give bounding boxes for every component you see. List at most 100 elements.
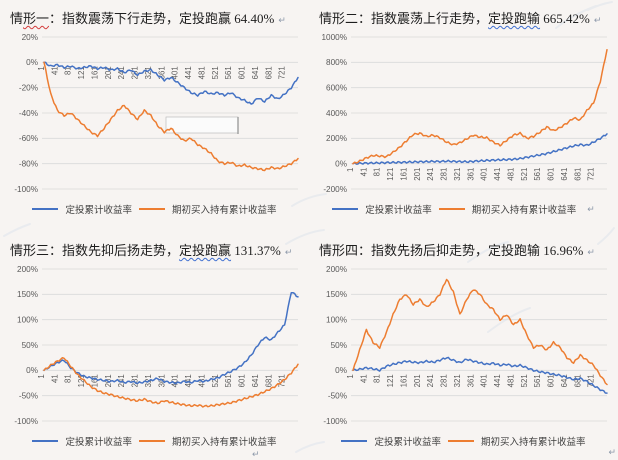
legend-line-buyhold-icon bbox=[448, 440, 474, 442]
return-mark: ↵ bbox=[608, 447, 616, 457]
svg-text:0%: 0% bbox=[26, 58, 38, 67]
svg-text:161: 161 bbox=[90, 374, 99, 387]
chart-canvas-2: 1000% 800% 600% 400% 200% 0% -200% 1 41 81 121 161 2… bbox=[322, 33, 608, 194]
svg-text:721: 721 bbox=[278, 66, 287, 79]
svg-text:121: 121 bbox=[386, 168, 395, 181]
svg-text:201: 201 bbox=[413, 374, 422, 387]
legend-line-buyhold-icon bbox=[438, 208, 465, 210]
svg-text:361: 361 bbox=[466, 374, 475, 387]
svg-text:1: 1 bbox=[346, 168, 355, 172]
svg-text:321: 321 bbox=[453, 168, 462, 181]
return-mark: ↵ bbox=[252, 449, 260, 459]
svg-text:281: 281 bbox=[131, 374, 140, 387]
svg-text:361: 361 bbox=[157, 374, 166, 387]
svg-text:561: 561 bbox=[533, 374, 542, 387]
svg-text:641: 641 bbox=[560, 168, 569, 181]
svg-text:401: 401 bbox=[480, 168, 489, 181]
svg-text:100%: 100% bbox=[326, 315, 347, 324]
svg-text:641: 641 bbox=[560, 374, 569, 387]
legend-label-buyhold: 期初买入持有累计收益率 bbox=[172, 437, 277, 448]
svg-text:161: 161 bbox=[399, 168, 408, 181]
svg-text:321: 321 bbox=[453, 374, 462, 387]
svg-text:681: 681 bbox=[264, 66, 273, 79]
svg-text:201: 201 bbox=[413, 168, 422, 181]
chart-panel-3: 情形三：指数先抑后扬走势，定投跑赢 131.37% ↵ 200% 150% 100% 5… bbox=[0, 232, 309, 460]
svg-text:121: 121 bbox=[386, 374, 395, 387]
svg-text:361: 361 bbox=[466, 168, 475, 181]
svg-text:161: 161 bbox=[399, 374, 408, 387]
chart-legend-2: 定投累计收益率 期初买入持有累计收益率 ↵ bbox=[309, 199, 618, 219]
title-segment: 形一 bbox=[23, 11, 50, 26]
legend-label-dca: 定投累计收益率 bbox=[65, 205, 132, 216]
svg-text:600%: 600% bbox=[326, 83, 347, 92]
chart-canvas-3: 200%150%100%50%0%-50%-100%1 41 81 121 161 201… bbox=[14, 265, 299, 426]
svg-text:81: 81 bbox=[64, 374, 73, 383]
svg-text:481: 481 bbox=[197, 66, 206, 79]
svg-text:161: 161 bbox=[90, 66, 99, 79]
svg-text:401: 401 bbox=[171, 66, 180, 79]
title-segment: 定投跑输 bbox=[488, 11, 541, 26]
return-mark: ↵ bbox=[278, 15, 286, 25]
return-mark: ↵ bbox=[284, 247, 293, 257]
svg-text:601: 601 bbox=[547, 168, 556, 181]
svg-text:20%: 20% bbox=[22, 33, 38, 42]
title-segment: 情 bbox=[10, 11, 24, 26]
legend-line-dca-icon bbox=[32, 440, 59, 442]
svg-text:561: 561 bbox=[224, 66, 233, 79]
svg-text:-50%: -50% bbox=[19, 391, 38, 400]
svg-text:-100%: -100% bbox=[14, 185, 38, 194]
svg-text:0%: 0% bbox=[335, 366, 347, 375]
title-segment: 情形二：指数震荡上行走势， bbox=[319, 11, 489, 26]
svg-text:-100%: -100% bbox=[323, 417, 347, 426]
svg-text:241: 241 bbox=[117, 66, 126, 79]
svg-text:41: 41 bbox=[359, 168, 368, 177]
svg-text:441: 441 bbox=[493, 168, 502, 181]
svg-text:121: 121 bbox=[77, 374, 86, 387]
svg-text:281: 281 bbox=[440, 374, 449, 387]
svg-text:521: 521 bbox=[520, 374, 529, 387]
svg-text:521: 521 bbox=[211, 374, 220, 387]
legend-label-buyhold: 期初买入持有累计收益率 bbox=[471, 205, 577, 216]
legend-label-dca: 定投累计收益率 bbox=[374, 437, 441, 448]
svg-text:721: 721 bbox=[587, 168, 596, 181]
svg-text:481: 481 bbox=[506, 168, 515, 181]
return-mark: ↵ bbox=[593, 15, 602, 25]
svg-text:1000%: 1000% bbox=[322, 33, 348, 42]
svg-text:361: 361 bbox=[157, 66, 166, 79]
svg-text:-40%: -40% bbox=[19, 109, 38, 118]
chart-title-3: 情形三：指数先抑后扬走势，定投跑赢 131.37% ↵ bbox=[0, 236, 309, 261]
svg-text:800%: 800% bbox=[326, 58, 347, 67]
svg-text:50%: 50% bbox=[22, 341, 38, 350]
svg-text:441: 441 bbox=[493, 374, 502, 387]
svg-text:81: 81 bbox=[373, 374, 382, 383]
svg-text:200%: 200% bbox=[17, 265, 38, 274]
title-segment: 定投跑赢 bbox=[179, 243, 232, 258]
svg-text:601: 601 bbox=[547, 374, 556, 387]
title-segment: 131.37% bbox=[231, 243, 281, 258]
svg-text:241: 241 bbox=[426, 374, 435, 387]
svg-text:41: 41 bbox=[359, 374, 368, 383]
svg-text:641: 641 bbox=[251, 66, 260, 79]
title-segment: ：指数震荡下行走势，定投跑赢 64.40% bbox=[49, 11, 275, 26]
legend-label-buyhold: 期初买入持有累计收益率 bbox=[172, 205, 277, 216]
svg-text:1: 1 bbox=[37, 66, 46, 70]
svg-text:400%: 400% bbox=[326, 109, 347, 118]
title-segment: 情形四：指数先扬后抑走势，定投跑输 16.96% bbox=[319, 243, 584, 258]
legend-line-buyhold-icon bbox=[139, 208, 165, 210]
svg-text:1: 1 bbox=[37, 374, 46, 378]
svg-text:50%: 50% bbox=[331, 341, 347, 350]
svg-text:601: 601 bbox=[238, 374, 247, 387]
svg-text:100%: 100% bbox=[17, 315, 38, 324]
legend-line-dca-icon bbox=[341, 440, 368, 442]
svg-text:441: 441 bbox=[184, 374, 193, 387]
title-segment: 情形三：指数先抑后扬走势， bbox=[10, 243, 180, 258]
svg-text:0%: 0% bbox=[26, 366, 38, 375]
chart-canvas-4: 200% 150% 100% 50% 0% -50% -100% 1 41 81 121 161 201… bbox=[323, 265, 608, 426]
svg-text:41: 41 bbox=[50, 66, 59, 75]
chart-legend-3: 定投累计收益率 期初买入持有累计收益率 bbox=[0, 431, 309, 451]
svg-text:561: 561 bbox=[224, 374, 233, 387]
svg-text:121: 121 bbox=[77, 66, 86, 79]
svg-text:401: 401 bbox=[171, 374, 180, 387]
chart-panel-4: 情形四：指数先扬后抑走势，定投跑输 16.96% ↵ 200% 150% 100% 50… bbox=[309, 232, 618, 460]
